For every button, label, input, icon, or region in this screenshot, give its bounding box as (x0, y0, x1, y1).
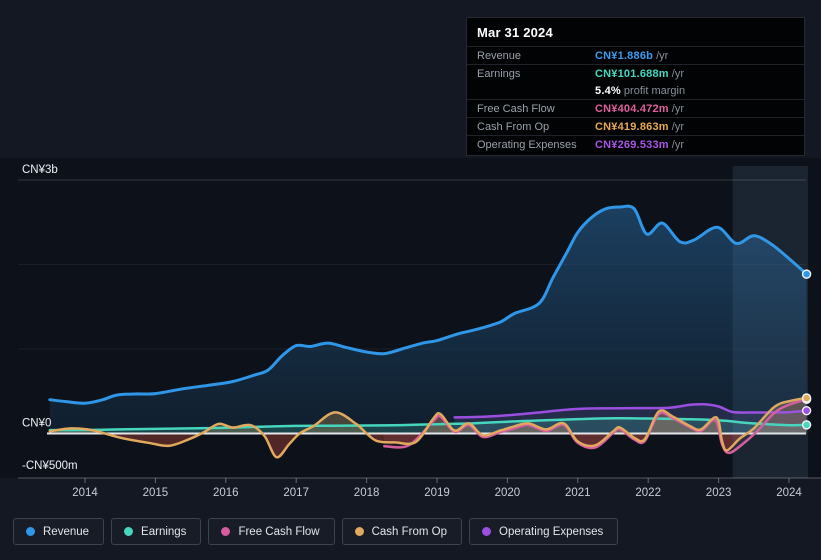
tooltip-row-revenue: Revenue CN¥1.886b /yr (467, 46, 804, 64)
x-axis-label: 2019 (424, 487, 450, 499)
x-axis-label: 2022 (635, 487, 661, 499)
legend-label: Operating Expenses (499, 525, 604, 538)
x-axis-label: 2016 (213, 487, 239, 499)
revenue-area (49, 206, 807, 434)
legend-item-operating-expenses[interactable]: Operating Expenses (469, 518, 619, 545)
tooltip-row-label: Cash From Op (477, 120, 550, 133)
cash-from-op-area-negative (49, 433, 807, 458)
revenue-line (48, 204, 809, 405)
operating-expenses-end-dot[interactable] (801, 405, 812, 416)
operating-expenses-line (453, 402, 808, 419)
y-axis-label: -CN¥500m (22, 460, 78, 472)
tooltip-row-cash-from-op: Cash From Op CN¥419.863m /yr (467, 117, 804, 135)
tooltip-row-value: 5.4% profit margin (595, 84, 686, 97)
tooltip-row-value: CN¥419.863m /yr (595, 120, 685, 133)
tooltip-row-value: CN¥404.472m /yr (595, 102, 685, 115)
x-axis-label: 2023 (706, 487, 732, 499)
legend-item-earnings[interactable]: Earnings (111, 518, 202, 545)
legend-label: Free Cash Flow (238, 525, 320, 538)
legend-item-free-cash-flow[interactable]: Free Cash Flow (208, 518, 335, 545)
tooltip-row-value: CN¥1.886b /yr (595, 49, 669, 62)
earnings-line (48, 417, 808, 432)
x-axis-label: 2021 (565, 487, 591, 499)
operating-expenses-dot-icon (482, 527, 492, 536)
tooltip-row-profit-margin: 5.4% profit margin (467, 82, 804, 99)
tooltip-row-value: CN¥101.688m /yr (595, 67, 685, 80)
y-axis-label: CN¥0 (22, 418, 51, 430)
x-axis-label: 2017 (283, 487, 309, 499)
highlight-band-overlay (732, 166, 809, 478)
legend-label: Revenue (43, 525, 90, 538)
chart-legend: Revenue Earnings Free Cash Flow Cash Fro… (13, 518, 619, 545)
x-axis-label: 2020 (495, 487, 521, 499)
earnings-dot-icon (124, 527, 134, 536)
chart-tooltip: Mar 31 2024 Revenue CN¥1.886b /yr Earnin… (466, 17, 805, 156)
free-cash-flow-dot-icon (221, 527, 231, 536)
legend-label: Cash From Op (371, 525, 448, 538)
tooltip-row-label: Free Cash Flow (477, 102, 555, 115)
tooltip-row-label: Earnings (477, 67, 521, 80)
x-axis-label: 2018 (354, 487, 380, 499)
legend-label: Earnings (141, 525, 187, 538)
tooltip-row-label: Revenue (477, 49, 522, 62)
x-axis-label: 2014 (72, 487, 98, 499)
cash-from-op-end-dot[interactable] (801, 393, 812, 403)
earnings-end-dot[interactable] (801, 420, 812, 430)
y-axis-label: CN¥3b (22, 164, 58, 176)
tooltip-row-operating-expenses: Operating Expenses CN¥269.533m /yr (467, 135, 804, 153)
legend-item-cash-from-op[interactable]: Cash From Op (341, 518, 463, 545)
x-axis-label: 2015 (143, 487, 169, 499)
revenue-end-dot[interactable] (801, 269, 812, 279)
tooltip-row-free-cash-flow: Free Cash Flow CN¥404.472m /yr (467, 99, 804, 117)
legend-item-revenue[interactable]: Revenue (13, 518, 105, 545)
tooltip-row-value: CN¥269.533m /yr (595, 138, 685, 151)
x-axis-label: 2024 (776, 487, 802, 499)
tooltip-row-label: Operating Expenses (477, 138, 577, 151)
tooltip-date: Mar 31 2024 (477, 25, 553, 40)
tooltip-row-earnings: Earnings CN¥101.688m /yr (467, 64, 804, 82)
cash-from-op-dot-icon (354, 527, 364, 536)
revenue-dot-icon (26, 527, 35, 536)
cash-from-op-line (48, 396, 808, 459)
